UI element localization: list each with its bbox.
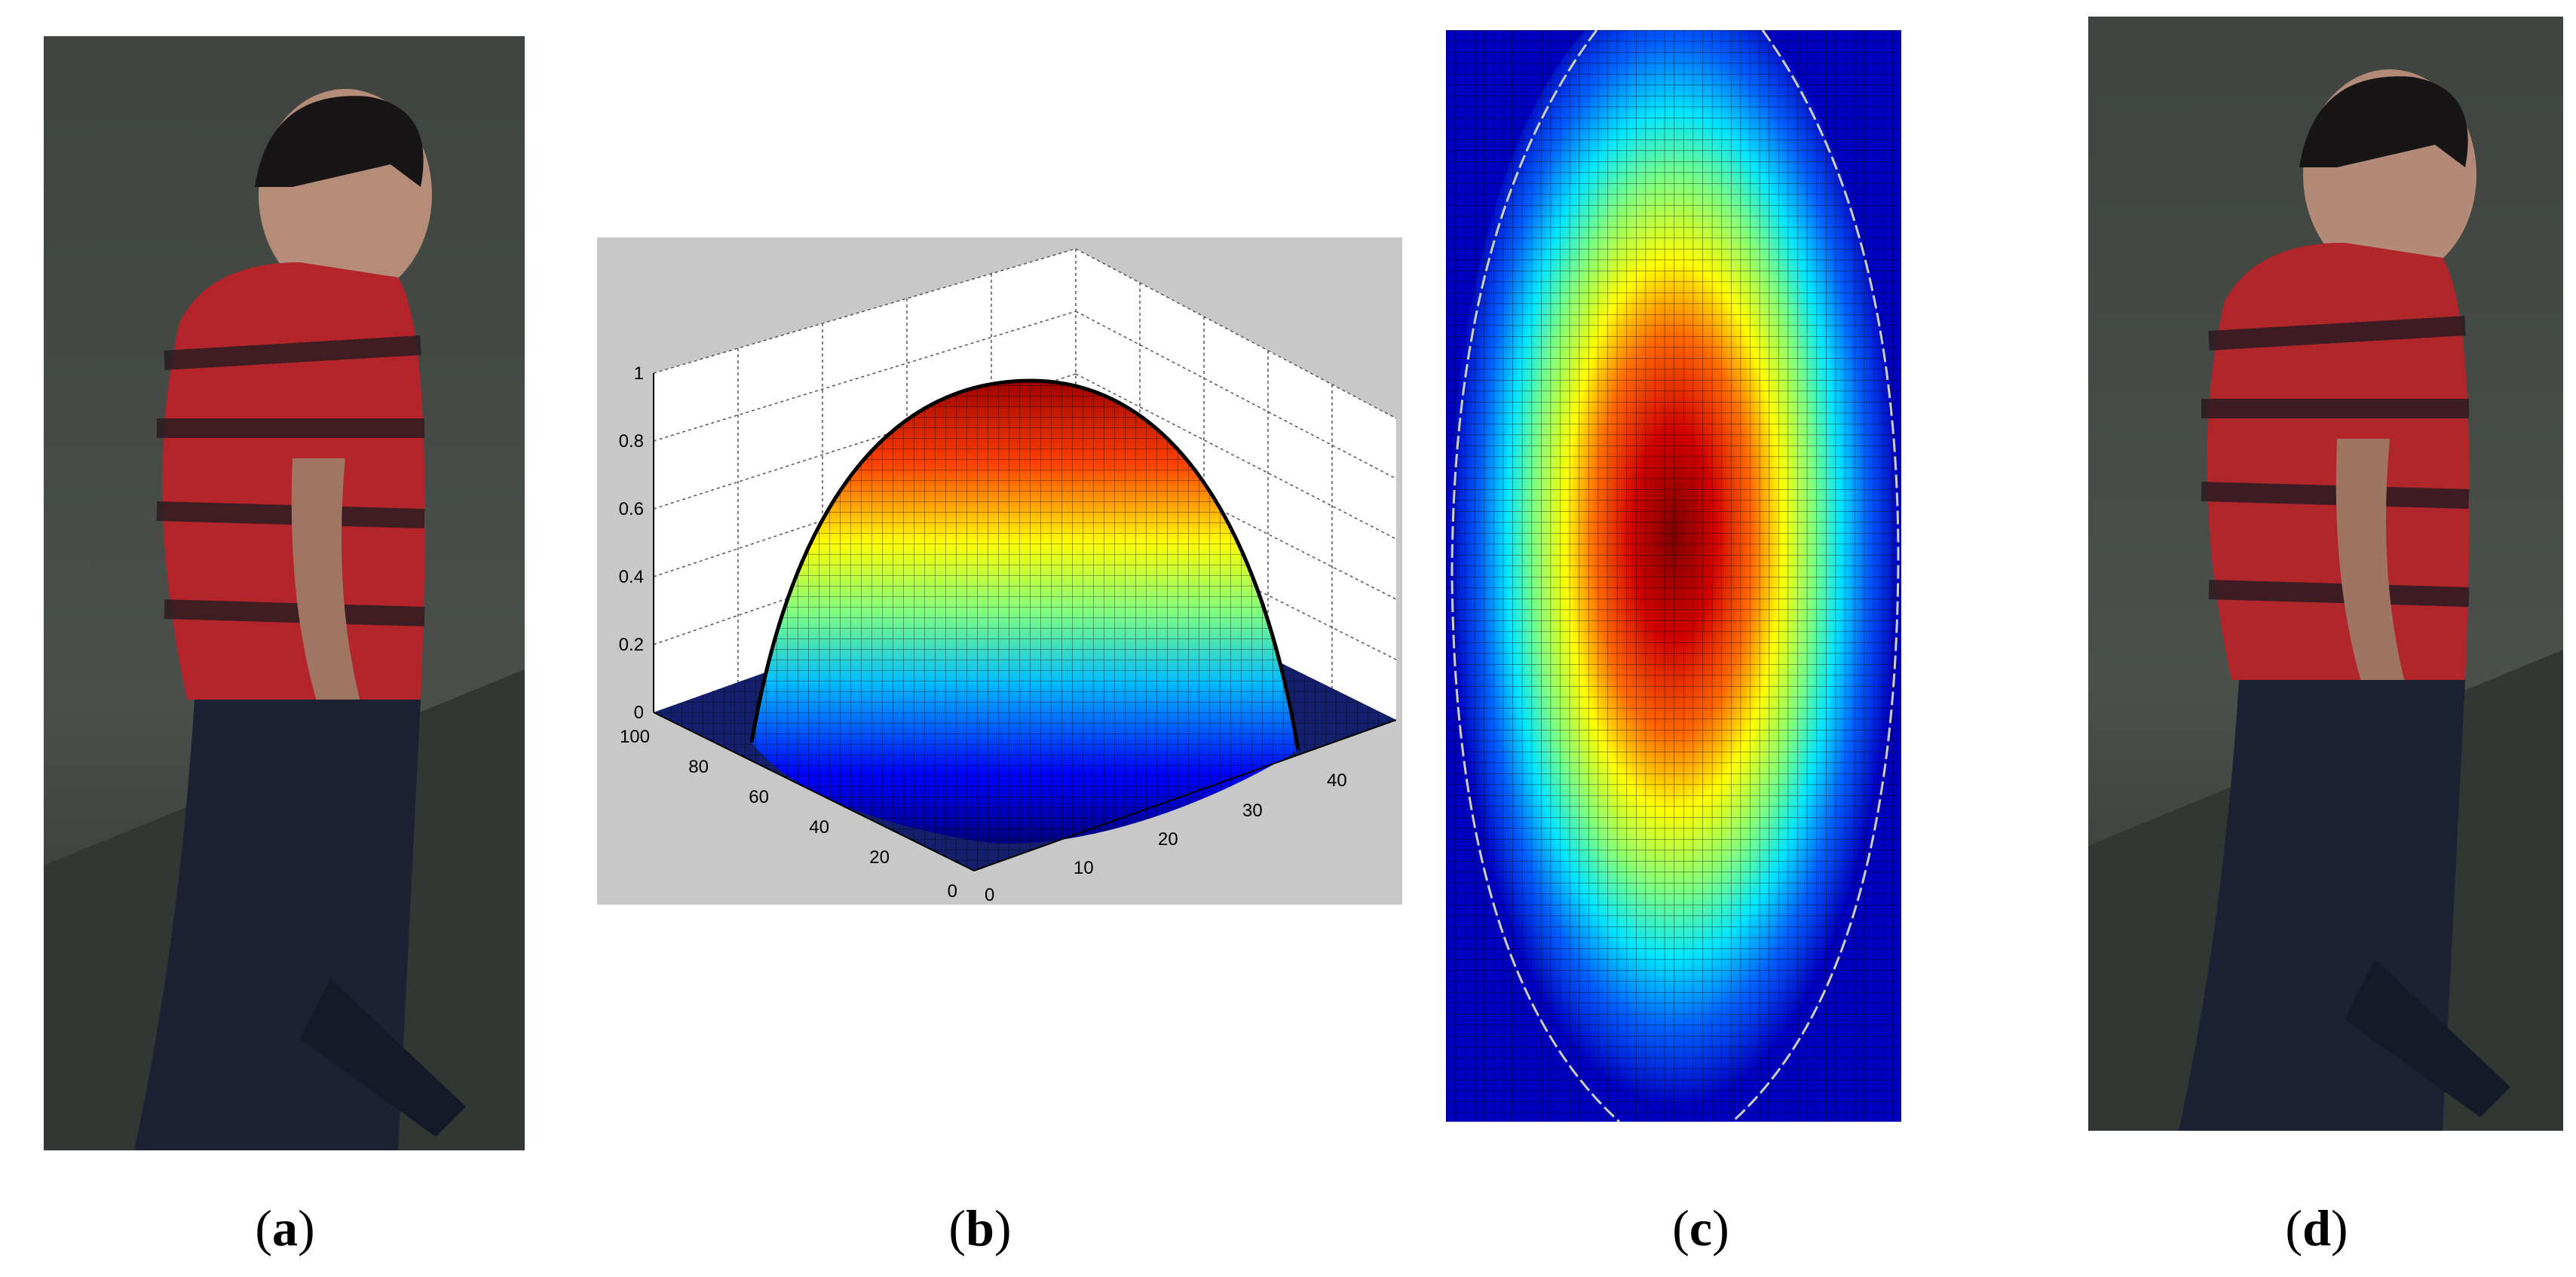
- z-tick-08: 0.8: [619, 431, 644, 452]
- x-tick-20: 20: [1158, 829, 1178, 850]
- panel-c-heatmap: [1446, 30, 1901, 1122]
- z-tick-02: 0.2: [619, 635, 644, 655]
- x-tick-30: 30: [1242, 801, 1263, 821]
- caption-b: (b): [948, 1199, 1012, 1257]
- z-tick-0: 0: [634, 703, 644, 723]
- y-tick-20: 20: [869, 847, 890, 868]
- x-tick-0: 0: [985, 885, 994, 905]
- panel-d-person-photo: [2088, 17, 2563, 1131]
- caption-a: (a): [255, 1199, 315, 1257]
- z-tick-04: 0.4: [619, 567, 644, 587]
- x-tick-40: 40: [1327, 770, 1347, 791]
- y-tick-80: 80: [688, 757, 709, 777]
- caption-d: (d): [2285, 1199, 2348, 1257]
- panel-b-surface-plot: 0 0.2 0.4 0.6 0.8 1 100 80 60 40 20 0 0 …: [597, 237, 1402, 905]
- caption-c: (c): [1672, 1199, 1729, 1257]
- y-tick-0: 0: [948, 881, 957, 902]
- z-tick-06: 0.6: [619, 499, 644, 519]
- x-tick-10: 10: [1074, 858, 1094, 878]
- y-tick-40: 40: [809, 817, 829, 838]
- y-tick-60: 60: [749, 787, 769, 807]
- z-tick-1: 1: [634, 363, 644, 384]
- panel-a-person-photo: [44, 36, 525, 1150]
- y-tick-100: 100: [620, 727, 650, 747]
